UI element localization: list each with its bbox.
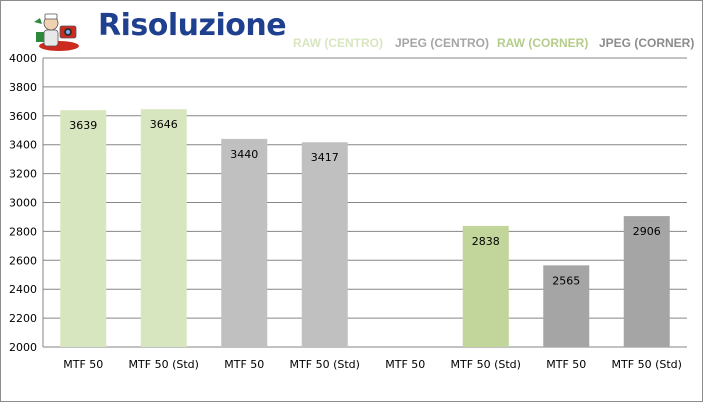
bar [543, 265, 590, 347]
bar [221, 138, 268, 347]
y-tick-label: 2600 [9, 254, 37, 267]
x-tick-label: MTF 50 (Std) [290, 358, 360, 371]
data-label: 3639 [69, 119, 97, 132]
chart-title: Risoluzione [98, 8, 287, 43]
legend-raw-centro: RAW (CENTRO) [293, 36, 383, 50]
data-label: 2906 [633, 225, 661, 238]
y-tick-label: 2400 [9, 283, 37, 296]
bar [301, 142, 348, 347]
x-tick-label: MTF 50 [546, 358, 586, 371]
x-tick-label: MTF 50 (Std) [451, 358, 521, 371]
data-label: 3646 [150, 118, 178, 131]
y-tick-label: 3000 [9, 197, 37, 210]
x-tick-label: MTF 50 [385, 358, 425, 371]
bar [462, 225, 509, 347]
y-tick-label: 3200 [9, 168, 37, 181]
legend-jpeg-corner: JPEG (CORNER) [599, 36, 695, 50]
y-tick-label: 2200 [9, 312, 37, 325]
x-tick-label: MTF 50 [63, 358, 103, 371]
data-label: 3417 [311, 151, 339, 164]
y-tick-label: 3400 [9, 139, 37, 152]
bar [60, 110, 107, 348]
data-label: 2838 [472, 235, 500, 248]
y-tick-label: 3800 [9, 81, 37, 94]
x-tick-label: MTF 50 [224, 358, 264, 371]
data-label: 3440 [230, 148, 258, 161]
y-tick-label: 3600 [9, 110, 37, 123]
y-tick-label: 4000 [9, 52, 37, 65]
legend-jpeg-centro: JPEG (CENTRO) [395, 36, 490, 50]
y-tick-label: 2000 [9, 341, 37, 354]
bar [140, 109, 187, 347]
legend-raw-corner: RAW (CORNER) [497, 36, 589, 50]
x-tick-label: MTF 50 (Std) [129, 358, 199, 371]
y-tick-label: 2800 [9, 225, 37, 238]
bar [623, 216, 670, 347]
x-tick-label: MTF 50 (Std) [612, 358, 682, 371]
data-label: 2565 [552, 274, 580, 287]
site-logo [34, 13, 79, 51]
